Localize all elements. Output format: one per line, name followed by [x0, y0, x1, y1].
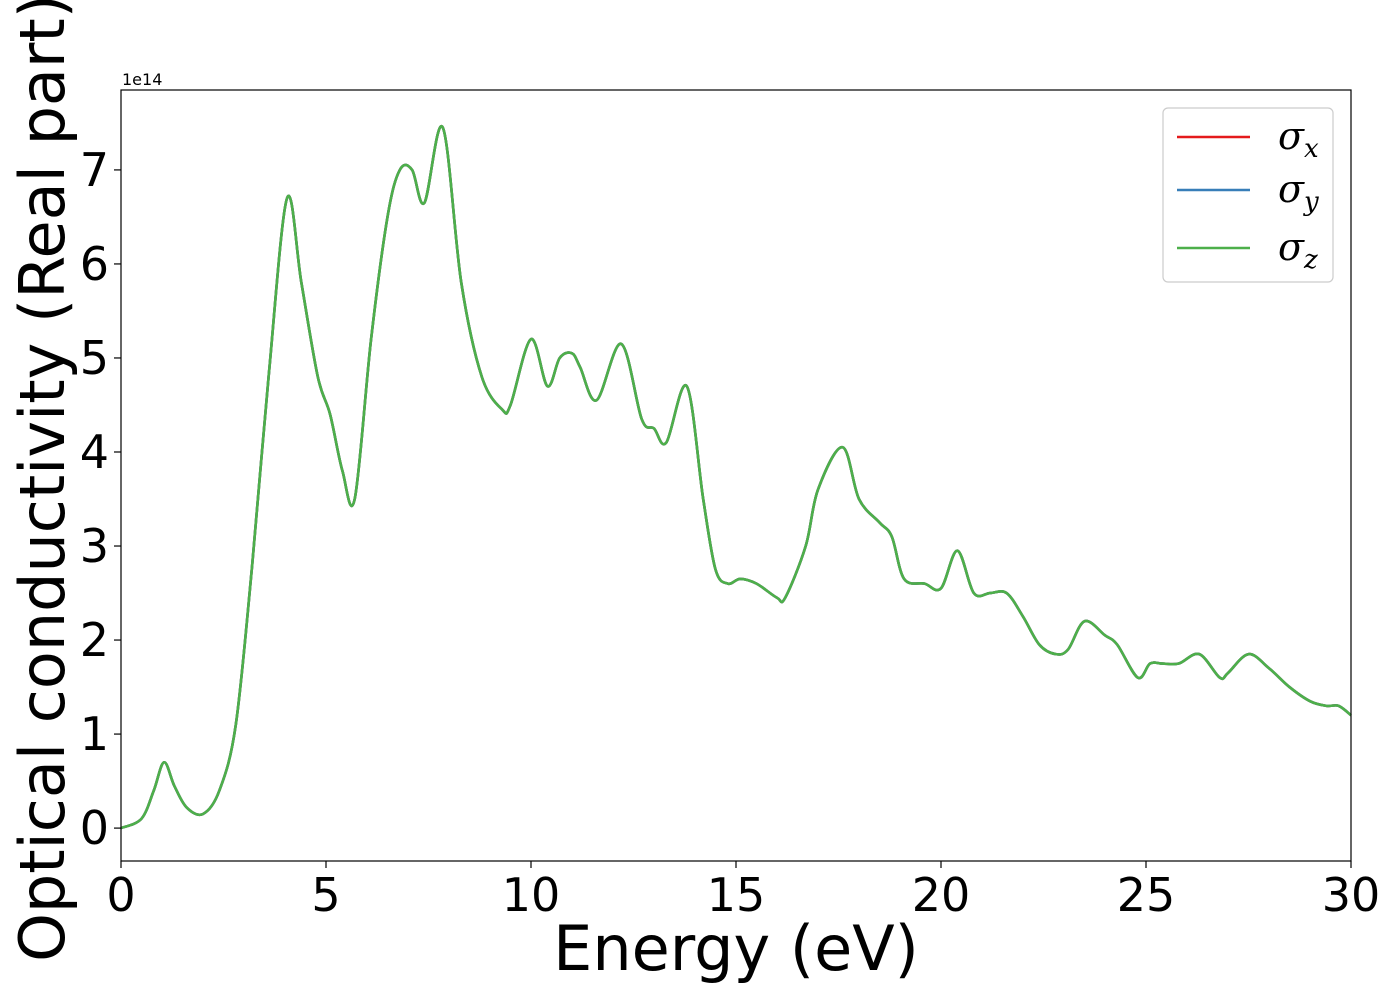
x-tick-label: 10 [502, 868, 561, 922]
y-tick-label: 1 [80, 707, 109, 761]
legend-box [1162, 107, 1334, 283]
y-tick-label: 3 [80, 519, 109, 573]
y-tick-label: 6 [80, 237, 109, 291]
x-tick-label: 0 [106, 868, 135, 922]
legend-label-z: σz [1278, 225, 1318, 275]
x-tick-label: 5 [311, 868, 340, 922]
y-axis-label: Optical conductivity (Real part) [6, 0, 79, 962]
y-tick-label: 4 [80, 425, 109, 479]
y-tick-label: 0 [80, 801, 109, 855]
series-line-z [120, 124, 1352, 830]
y-offset-label: 1e14 [122, 70, 162, 89]
legend-label-x: σx [1278, 114, 1319, 164]
x-tick-label: 30 [1322, 868, 1381, 922]
legend-label-y: σy [1278, 167, 1319, 217]
x-axis-ticks: 0 5 10 15 20 25 30 [106, 861, 1380, 922]
x-tick-label: 20 [912, 868, 971, 922]
x-tick-label: 15 [707, 868, 766, 922]
series-layer [120, 124, 1352, 830]
y-tick-label: 7 [80, 143, 109, 197]
x-tick-label: 25 [1117, 868, 1176, 922]
y-tick-label: 2 [80, 613, 109, 667]
y-axis-ticks: 0 1 2 3 4 5 6 7 [80, 143, 121, 855]
x-axis-label: Energy (eV) [553, 912, 919, 985]
y-tick-label: 5 [80, 331, 109, 385]
